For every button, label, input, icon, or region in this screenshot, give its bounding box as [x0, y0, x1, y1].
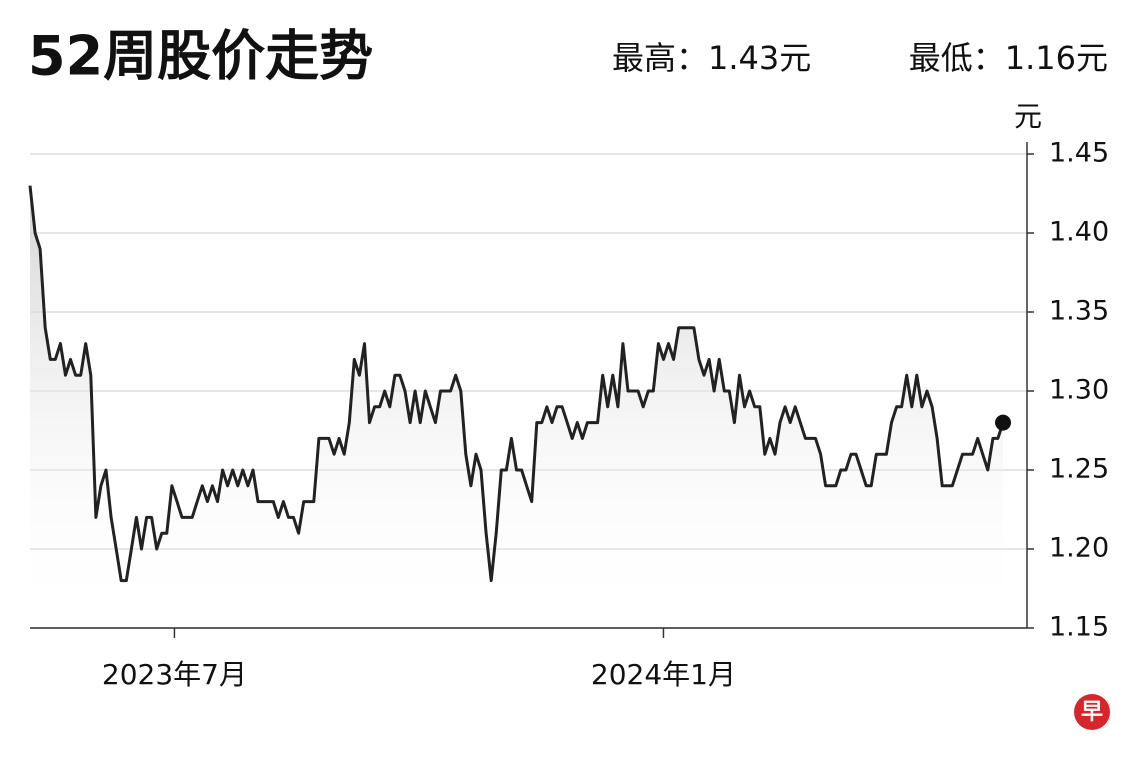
y-tick-label: 1.45	[1049, 138, 1109, 169]
y-tick-label: 1.15	[1049, 612, 1109, 643]
y-tick-label: 1.25	[1049, 454, 1109, 485]
end-point	[995, 414, 1011, 431]
y-tick-label: 1.40	[1049, 217, 1109, 248]
area	[30, 185, 1003, 628]
x-tick-label: 2023年7月	[102, 658, 247, 691]
chart-title: 52周股价走势	[28, 25, 373, 88]
plot-area: 1.45 1.40 1.35 1.30 1.25 1.20 1.15 2023年7月 2024年…	[28, 138, 1109, 691]
y-tick-label: 1.30	[1049, 375, 1109, 406]
low-stat: 最低：1.16元	[909, 39, 1108, 77]
y-tick-label: 1.35	[1049, 296, 1109, 327]
logo-badge	[1074, 694, 1110, 730]
x-tick-label: 2024年1月	[591, 658, 736, 691]
high-stat: 最高：1.43元	[612, 39, 811, 77]
logo: 早	[1081, 700, 1103, 725]
y-tick-label: 1.20	[1049, 533, 1109, 564]
y-unit: 元	[1014, 100, 1042, 133]
line	[28, 185, 1005, 583]
